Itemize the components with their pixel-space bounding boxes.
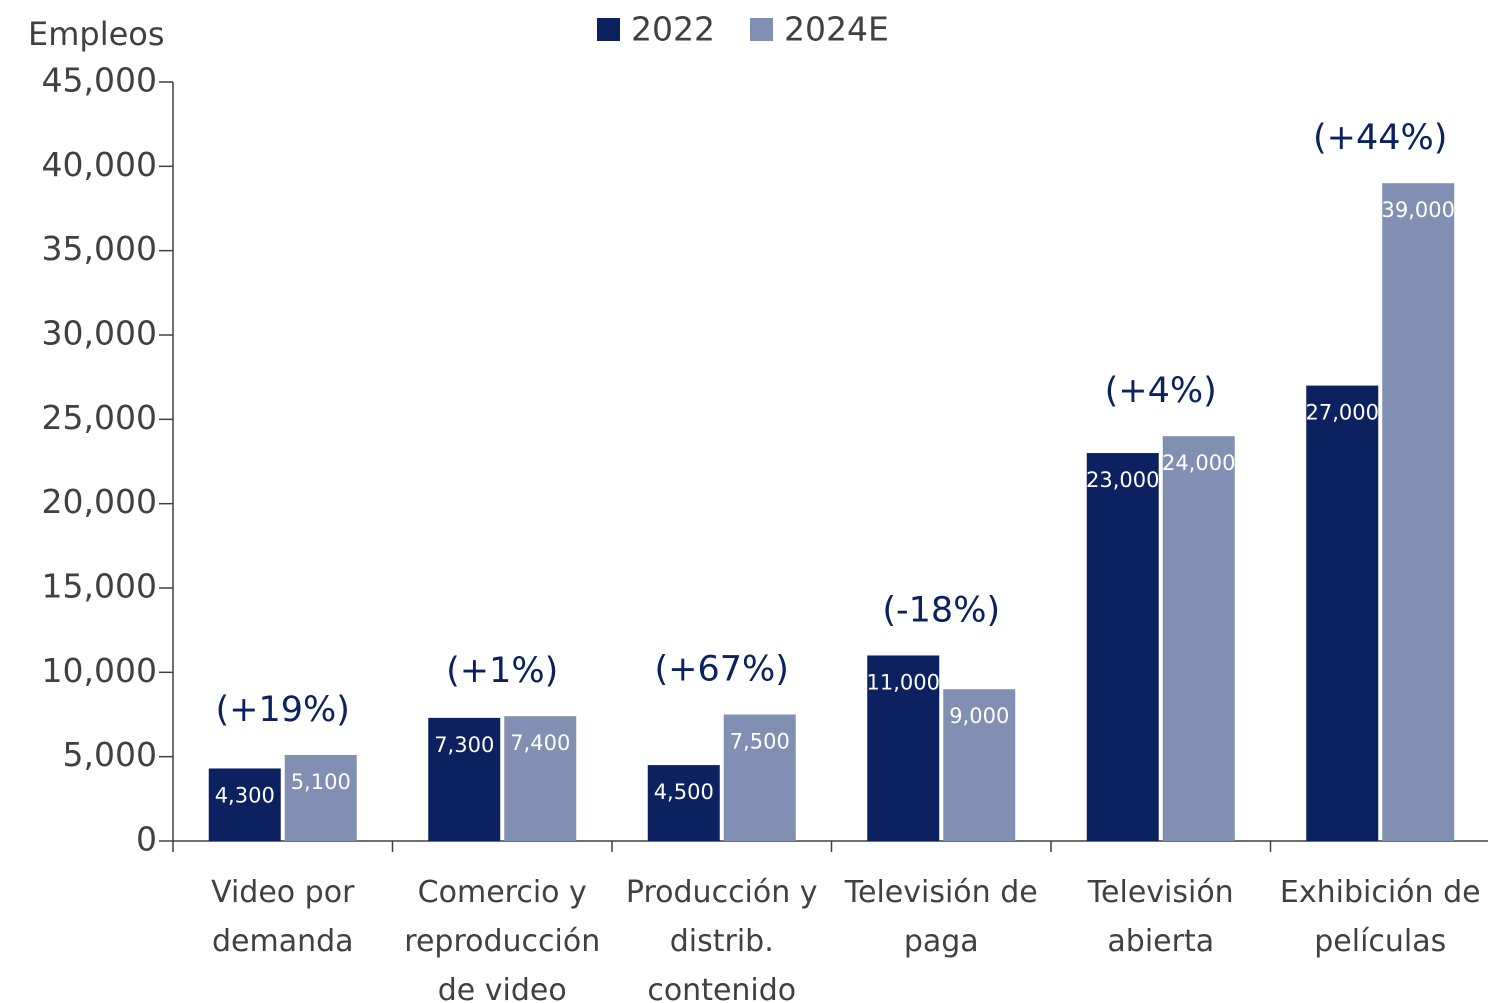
annotation: (+67%) bbox=[655, 650, 789, 690]
legend-label: 2024E bbox=[784, 10, 889, 49]
bar bbox=[723, 714, 796, 841]
x-tick-label: Exhibición de películas bbox=[1280, 875, 1481, 959]
value-label: 39,000 bbox=[1382, 198, 1455, 222]
value-label: 4,300 bbox=[215, 783, 275, 807]
value-label: 11,000 bbox=[867, 670, 940, 694]
legend-swatch bbox=[750, 18, 773, 41]
bar bbox=[647, 765, 720, 841]
y-tick-label: 25,000 bbox=[42, 398, 157, 437]
y-tick-label: 40,000 bbox=[42, 145, 157, 184]
value-label: 5,100 bbox=[291, 770, 351, 794]
x-tick-label: Televisión de paga bbox=[844, 875, 1038, 959]
value-label: 9,000 bbox=[949, 704, 1009, 728]
value-label: 27,000 bbox=[1306, 401, 1379, 425]
annotation: (+4%) bbox=[1105, 371, 1217, 411]
legend-swatch bbox=[597, 18, 620, 41]
bar bbox=[1162, 436, 1235, 841]
value-label: 7,300 bbox=[434, 733, 494, 757]
bar bbox=[428, 717, 501, 841]
bar bbox=[284, 754, 357, 841]
bar bbox=[1306, 385, 1379, 841]
annotation: (-18%) bbox=[882, 590, 1000, 630]
y-tick-label: 20,000 bbox=[42, 482, 157, 521]
value-label: 7,500 bbox=[730, 730, 790, 754]
value-label: 23,000 bbox=[1086, 468, 1159, 492]
y-tick-label: 35,000 bbox=[42, 229, 157, 268]
annotation: (+19%) bbox=[216, 690, 350, 730]
value-label: 7,400 bbox=[510, 731, 570, 755]
y-axis-label: Empleos bbox=[28, 15, 165, 53]
bar bbox=[943, 689, 1016, 841]
x-tick-label: Producción y distrib. contenido bbox=[626, 875, 818, 1003]
x-tick-label: Comercio y reproducción de video bbox=[404, 875, 600, 1003]
annotation: (+1%) bbox=[446, 651, 558, 691]
bar bbox=[504, 716, 577, 841]
bar bbox=[1086, 453, 1159, 841]
legend-label: 2022 bbox=[631, 10, 715, 49]
x-tick-label: Video por demanda bbox=[211, 875, 355, 959]
annotation: (+44%) bbox=[1313, 118, 1447, 158]
y-tick-label: 45,000 bbox=[42, 61, 157, 100]
bar bbox=[1382, 183, 1455, 841]
y-tick-label: 30,000 bbox=[42, 314, 157, 353]
bar bbox=[208, 768, 281, 841]
x-tick-label: Televisión abierta bbox=[1087, 875, 1234, 959]
y-tick-label: 10,000 bbox=[42, 651, 157, 690]
y-tick-label: 0 bbox=[136, 820, 157, 859]
bar bbox=[867, 655, 940, 841]
value-label: 24,000 bbox=[1162, 451, 1235, 475]
value-label: 4,500 bbox=[654, 780, 714, 804]
y-tick-label: 15,000 bbox=[42, 567, 157, 606]
y-tick-label: 5,000 bbox=[63, 735, 157, 774]
